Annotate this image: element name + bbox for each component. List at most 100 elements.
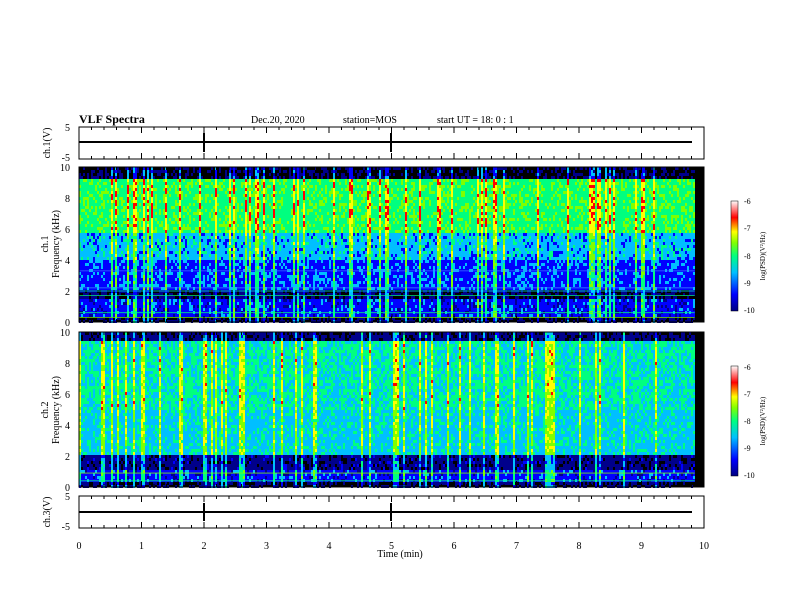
spectrogram-cell (137, 254, 139, 257)
spectrogram-cell (135, 257, 137, 260)
spectrogram-cell (171, 224, 173, 227)
spectrogram-cell (177, 200, 179, 203)
spectrogram-cell (125, 227, 127, 230)
spectrogram-cell (119, 194, 121, 197)
spectrogram-cell (145, 263, 147, 266)
spectrogram-cell (141, 215, 143, 218)
spectrogram-cell (115, 245, 117, 248)
spectrogram-cell (125, 179, 127, 182)
spectrogram-cell (177, 266, 179, 269)
spectrogram-cell (173, 209, 175, 212)
spectrogram-cell (103, 257, 105, 260)
spectrogram-cell (129, 206, 131, 209)
spectrogram-cell (185, 203, 187, 206)
spectrogram-cell (133, 314, 135, 317)
spectrogram-cell (127, 305, 129, 308)
spectrogram-cell (121, 182, 123, 185)
spectrogram-cell (179, 248, 181, 251)
spectrogram-cell (133, 296, 135, 299)
spectrogram-cell (199, 212, 201, 215)
spectrogram-cell (199, 206, 201, 209)
spectrogram-cell (103, 224, 105, 227)
spectrogram-cell (87, 263, 89, 266)
spectrogram-cell (139, 272, 141, 275)
spectrogram-cell (121, 290, 123, 293)
spectrogram-cell (131, 179, 133, 182)
spectrogram-cell (109, 230, 111, 233)
spectrogram-cell (145, 260, 147, 263)
spectrogram-cell (83, 179, 85, 182)
spectrogram-cell (115, 257, 117, 260)
spectrogram-cell (185, 266, 187, 269)
spectrogram-cell (101, 251, 103, 254)
spectrogram-cell (153, 305, 155, 308)
spectrogram-cell (111, 233, 113, 236)
spectrogram-cell (147, 260, 149, 263)
spectrogram-cell (93, 296, 95, 299)
spectrogram-cell (99, 272, 101, 275)
spectrogram-cell (181, 218, 183, 221)
spectrogram-cell (117, 299, 119, 302)
spectrogram-cell (107, 242, 109, 245)
spectrogram-cell (189, 251, 191, 254)
spectrogram-cell (165, 215, 167, 218)
spectrogram-cell (199, 239, 201, 242)
spectrogram-cell (117, 266, 119, 269)
spectrogram-cell (151, 284, 153, 287)
spectrogram-cell (103, 200, 105, 203)
spectrogram-cell (139, 206, 141, 209)
spectrogram-cell (163, 278, 165, 281)
spectrogram-cell (121, 254, 123, 257)
spectrogram-cell (107, 173, 109, 176)
spectrogram-cell (113, 242, 115, 245)
spectrogram-cell (133, 248, 135, 251)
spectrogram-cell (193, 299, 195, 302)
spectrogram-cell (193, 266, 195, 269)
spectrogram-cell (93, 266, 95, 269)
spectrogram-cell (159, 200, 161, 203)
spectrogram-cell (97, 230, 99, 233)
spectrogram-cell (185, 287, 187, 290)
spectrogram-cell (161, 251, 163, 254)
spectrogram-cell (163, 239, 165, 242)
spectrogram-cell (87, 305, 89, 308)
spectrogram-cell (135, 179, 137, 182)
spectrogram-cell (105, 212, 107, 215)
spectrogram-cell (115, 287, 117, 290)
spectrogram-cell (121, 221, 123, 224)
spectrogram-cell (93, 230, 95, 233)
spectrogram-cell (151, 206, 153, 209)
spectrogram-cell (95, 290, 97, 293)
spectrogram-cell (101, 248, 103, 251)
spectrogram-cell (113, 281, 115, 284)
spectrogram-cell (157, 200, 159, 203)
spectrogram-cell (193, 218, 195, 221)
spectrogram-cell (107, 230, 109, 233)
spectrogram-cell (133, 203, 135, 206)
spectrogram-cell (91, 251, 93, 254)
spectrogram-cell (163, 251, 165, 254)
spectrogram-cell (187, 278, 189, 281)
spectrogram-cell (141, 212, 143, 215)
spectrogram-cell (109, 281, 111, 284)
spectrogram-cell (135, 308, 137, 311)
spectrogram-cell (117, 197, 119, 200)
spectrogram-cell (195, 275, 197, 278)
spectrogram-cell (87, 242, 89, 245)
spectrogram-cell (143, 182, 145, 185)
spectrogram-cell (189, 182, 191, 185)
spectrogram-cell (87, 221, 89, 224)
spectrogram-cell (93, 299, 95, 302)
spectrogram-cell (83, 278, 85, 281)
spectrogram-cell (149, 218, 151, 221)
spectrogram-cell (157, 233, 159, 236)
spectrogram-cell (113, 308, 115, 311)
spectrogram-cell (91, 299, 93, 302)
spectrogram-cell (175, 221, 177, 224)
spectrogram-cell (173, 281, 175, 284)
spectrogram-cell (165, 200, 167, 203)
spectrogram-cell (137, 218, 139, 221)
spectrogram-cell (119, 251, 121, 254)
spectrogram-cell (85, 257, 87, 260)
spectrogram-cell (117, 287, 119, 290)
